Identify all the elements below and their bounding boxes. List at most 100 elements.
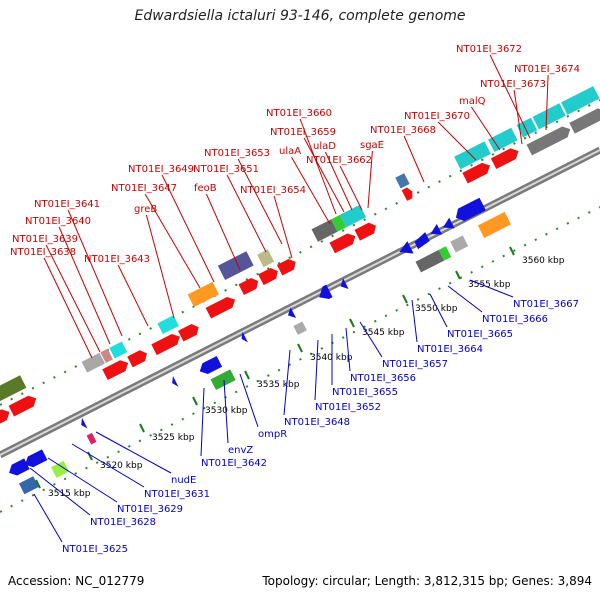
gene-leader-line — [58, 226, 111, 345]
gene-label: NT01EI_3670 — [404, 111, 470, 122]
gene-label: NT01EI_3656 — [350, 373, 416, 384]
gene-arrow — [455, 197, 486, 222]
gene-arrow — [25, 449, 48, 468]
gene-label: NT01EI_3667 — [513, 299, 579, 310]
genome-title: Edwardsiella ictaluri 93-146, complete g… — [134, 8, 466, 24]
gene-block — [18, 476, 39, 495]
gene-label: NT01EI_3639 — [12, 234, 78, 245]
gene-label: NT01EI_3648 — [284, 417, 350, 428]
gene-leader-line — [273, 195, 293, 259]
genome-stats: Topology: circular; Length: 3,812,315 bp… — [262, 574, 592, 588]
gene-leader-line — [303, 137, 345, 213]
gene-label: NT01EI_3631 — [144, 489, 210, 500]
gene-arrow — [151, 333, 180, 356]
gene-block — [86, 432, 97, 445]
gene-arrow — [399, 241, 414, 254]
gene-block — [210, 369, 236, 391]
gene-label: NT01EI_3672 — [456, 44, 522, 55]
gene-leader-line — [283, 349, 291, 416]
gene-label: NT01EI_3668 — [370, 125, 436, 136]
gene-leader-line — [489, 54, 531, 139]
gene-arrow — [340, 278, 349, 289]
gene-arrow — [8, 395, 37, 417]
kbp-label: 3560 kbp — [522, 256, 565, 266]
gene-label: NT01EI_3664 — [417, 344, 483, 355]
gene-arrow — [354, 222, 376, 241]
gene-arrow — [287, 307, 297, 318]
kbp-tick — [192, 396, 198, 406]
gene-arrow — [258, 268, 278, 286]
gene-label: NT01EI_3665 — [447, 329, 513, 340]
gene-label: ulaA — [279, 146, 301, 157]
gene-leader-line — [223, 379, 229, 444]
accession-label: Accession: NC_012779 — [8, 574, 145, 588]
gene-arrow — [127, 350, 147, 368]
kbp-label: 3520 kbp — [100, 461, 143, 471]
gene-leader-line — [67, 209, 123, 337]
kbp-label: 3535 kbp — [257, 380, 300, 390]
gene-arrow — [276, 258, 296, 276]
gene-arrow — [414, 232, 430, 250]
gene-label: NT01EI_3642 — [201, 458, 267, 469]
gene-label: NT01EI_3673 — [480, 79, 546, 90]
gene-leader-line — [71, 443, 145, 488]
gene-block — [415, 249, 445, 273]
gene-leader-line — [403, 135, 425, 183]
gene-arrow — [319, 284, 333, 299]
gene-leader-line — [339, 165, 363, 211]
gene-block — [293, 321, 307, 335]
gene-label: envZ — [228, 445, 253, 456]
gene-block — [157, 315, 179, 335]
forward-gene-labels: NT01EI_3672 NT01EI_3674 NT01EI_3673 malQ NT0… — [10, 44, 580, 359]
gene-leader-line — [314, 339, 319, 401]
gene-label: NT01EI_3643 — [84, 254, 150, 265]
gene-arrow — [81, 417, 88, 429]
gene-label: NT01EI_3654 — [240, 185, 306, 196]
dotted-rings — [0, 99, 600, 513]
gene-block — [561, 86, 600, 115]
gene-block — [109, 341, 128, 359]
gene-leader-line — [545, 74, 549, 131]
gene-label: NT01EI_3662 — [306, 155, 372, 166]
kbp-tick — [509, 246, 515, 256]
gene-block — [395, 173, 410, 189]
gene-leader-line — [33, 493, 63, 543]
gene-leader-line — [161, 174, 215, 283]
gene-label: ompR — [258, 429, 287, 440]
genome-backbone — [0, 146, 600, 459]
gene-label: nudE — [171, 475, 196, 486]
gene-block — [51, 460, 69, 478]
gene-block — [454, 141, 491, 170]
reverse-gene-labels: NT01EI_3667 NT01EI_3666 NT01EI_3665 NT01EI_… — [29, 279, 579, 555]
gene-label: NT01EI_3674 — [514, 64, 580, 75]
reverse-gene-blocks — [9, 197, 511, 495]
gene-leader-line — [117, 264, 149, 327]
kbp-tick — [35, 479, 41, 489]
gene-leader-line — [367, 150, 373, 209]
gene-arrow — [490, 148, 519, 170]
gene-block — [438, 246, 452, 261]
gene-label: NT01EI_3660 — [266, 108, 332, 119]
gene-arrow — [569, 108, 600, 134]
gene-label: NT01EI_3652 — [315, 402, 381, 413]
gene-label: NT01EI_3647 — [111, 183, 177, 194]
gene-block — [532, 103, 566, 130]
gene-label: NT01EI_3629 — [117, 504, 183, 515]
gene-label: NT01EI_3653 — [204, 148, 270, 159]
gene-arrow — [430, 223, 443, 235]
gene-block — [450, 235, 469, 253]
gene-block — [340, 204, 367, 228]
gene-leader-line — [47, 457, 118, 503]
gene-arrow — [401, 187, 413, 201]
gene-leader-line — [205, 193, 241, 271]
gene-block — [477, 211, 511, 238]
gene-arrow — [238, 278, 259, 296]
gene-leader-line — [299, 118, 337, 215]
kbp-label: 3550 kbp — [415, 304, 458, 314]
gene-block — [311, 219, 338, 242]
gene-label: ulaD — [313, 141, 336, 152]
forward-gene-blocks — [0, 86, 600, 431]
gene-label: greB — [134, 204, 157, 215]
gene-block — [488, 127, 518, 153]
gene-leader-line — [429, 293, 448, 328]
